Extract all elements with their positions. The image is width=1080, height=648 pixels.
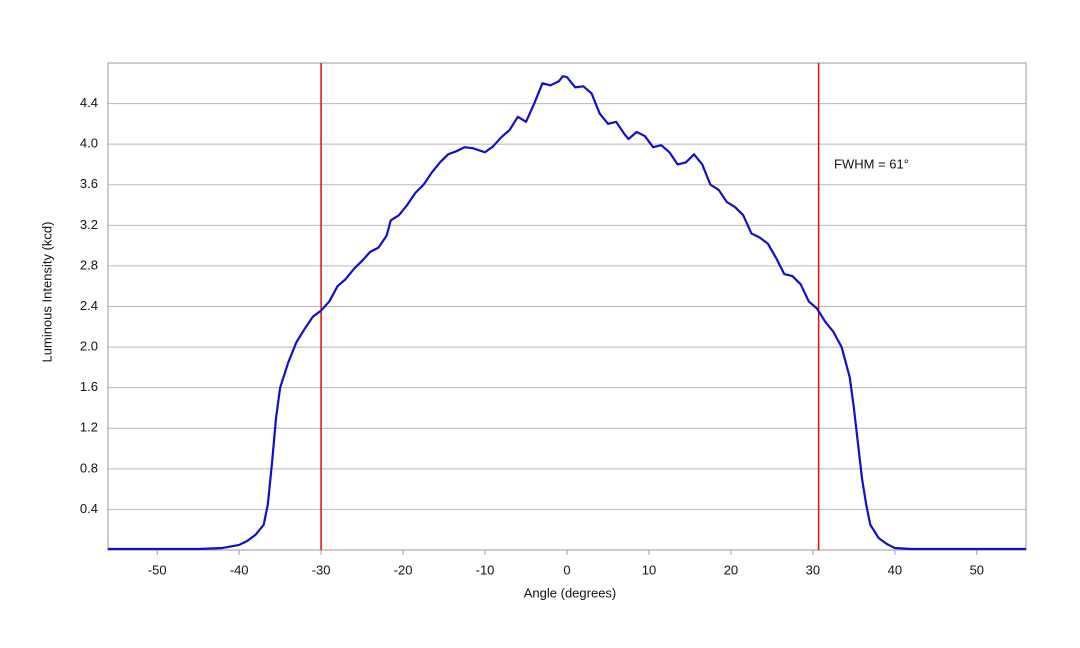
x-tick-label: 20 bbox=[724, 562, 738, 577]
x-tick-label: -50 bbox=[148, 562, 167, 577]
y-axis-label: Luminous Intensity (kcd) bbox=[39, 222, 54, 363]
y-tick-label: 3.6 bbox=[80, 176, 98, 191]
y-tick-label: 2.0 bbox=[80, 339, 98, 354]
y-tick-label: 2.8 bbox=[80, 257, 98, 272]
annotation: FWHM = 61° bbox=[834, 156, 909, 171]
x-axis-label: Angle (degrees) bbox=[524, 585, 617, 600]
x-tick-label: 40 bbox=[888, 562, 902, 577]
y-tick-label: 2.4 bbox=[80, 298, 98, 313]
y-tick-label: 4.4 bbox=[80, 95, 98, 110]
y-tick-label: 1.2 bbox=[80, 420, 98, 435]
x-tick-label: 50 bbox=[970, 562, 984, 577]
x-tick-label: -10 bbox=[476, 562, 495, 577]
x-tick-label: 0 bbox=[563, 562, 570, 577]
y-tick-label: 3.2 bbox=[80, 217, 98, 232]
x-tick-label: 30 bbox=[806, 562, 820, 577]
y-tick-label: 0.8 bbox=[80, 460, 98, 475]
y-tick-label: 0.4 bbox=[80, 501, 98, 516]
y-tick-label: 1.6 bbox=[80, 379, 98, 394]
data-line bbox=[108, 75, 1026, 551]
x-tick-label: -20 bbox=[394, 562, 413, 577]
x-tick-label: -30 bbox=[312, 562, 331, 577]
x-tick-label: 10 bbox=[642, 562, 656, 577]
x-tick-label: -40 bbox=[230, 562, 249, 577]
y-tick-label: 4.0 bbox=[80, 136, 98, 151]
